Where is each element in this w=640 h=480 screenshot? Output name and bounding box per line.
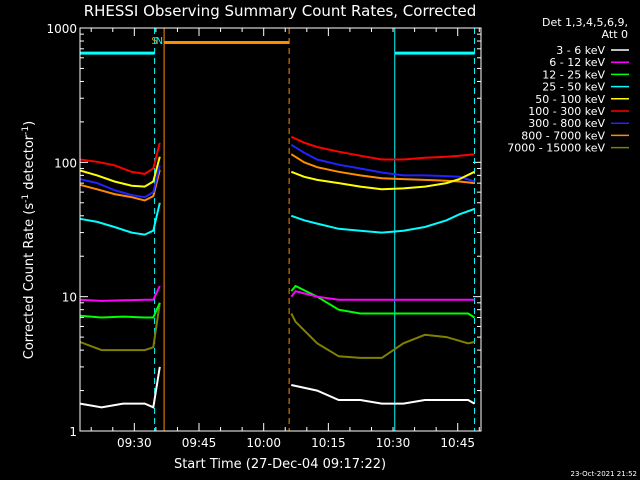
- legend-label: 12 - 25 keV: [542, 68, 605, 81]
- x-tick-label: 10:45: [440, 436, 475, 450]
- legend-label: 100 - 300 keV: [528, 105, 605, 118]
- plot-frame: [79, 27, 482, 432]
- legend-header-line2: Att 0: [602, 28, 628, 41]
- legend-label: 6 - 12 keV: [549, 56, 605, 69]
- series-line-12-25-kev: [290, 284, 476, 319]
- series-line-3-6-kev: [79, 366, 161, 409]
- series-line-6-12-kev: [79, 285, 161, 302]
- series-line-7000-15000-kev: [290, 313, 475, 359]
- series-line-6-12-kev: [290, 289, 475, 301]
- series-line-800-7000-kev: [79, 169, 161, 202]
- y-axis-label: Corrected Count Rate (s-1 detector-1): [21, 121, 37, 359]
- legend-label: 800 - 7000 keV: [521, 129, 605, 142]
- series-line-50-100-kev: [290, 170, 475, 191]
- series-line-300-800-kev: [79, 165, 161, 199]
- y-tick-label: 10: [62, 291, 77, 305]
- series-line-50-100-kev: [79, 156, 161, 188]
- legend-label: 7000 - 15000 keV: [507, 142, 605, 155]
- y-tick-label: 1000: [46, 22, 77, 36]
- series-line-300-800-kev: [290, 143, 475, 183]
- legend-header-line1: Det 1,3,4,5,6,9,: [542, 16, 628, 29]
- legend-label: 300 - 800 keV: [528, 117, 605, 130]
- series-line-25-50-kev: [290, 207, 475, 234]
- flag-label: S: [151, 36, 157, 47]
- series-line-25-50-kev: [79, 202, 161, 236]
- x-tick-label: 09:30: [117, 436, 152, 450]
- series-line-100-300-kev: [79, 142, 161, 175]
- x-tick-label: 10:15: [311, 436, 346, 450]
- series-line-7000-15000-kev: [79, 302, 161, 352]
- legend-label: 50 - 100 keV: [535, 93, 605, 106]
- footer-date: 23-Oct-2021 21:52: [571, 470, 637, 478]
- x-tick-label: 09:45: [182, 436, 217, 450]
- series-line-12-25-kev: [79, 302, 161, 319]
- y-tick-label: 100: [54, 156, 77, 170]
- legend-label: 3 - 6 keV: [556, 44, 605, 57]
- y-tick-label: 1: [69, 425, 77, 439]
- flag-label: N: [156, 36, 163, 47]
- x-tick-label: 10:00: [246, 436, 281, 450]
- x-axis-label: Start Time (27-Dec-04 09:17:22): [174, 457, 386, 472]
- series-line-100-300-kev: [290, 135, 475, 161]
- series-line-3-6-kev: [291, 384, 475, 405]
- x-tick-label: 10:30: [376, 436, 411, 450]
- chart-title: RHESSI Observing Summary Count Rates, Co…: [84, 2, 477, 20]
- legend-label: 25 - 50 keV: [542, 81, 605, 94]
